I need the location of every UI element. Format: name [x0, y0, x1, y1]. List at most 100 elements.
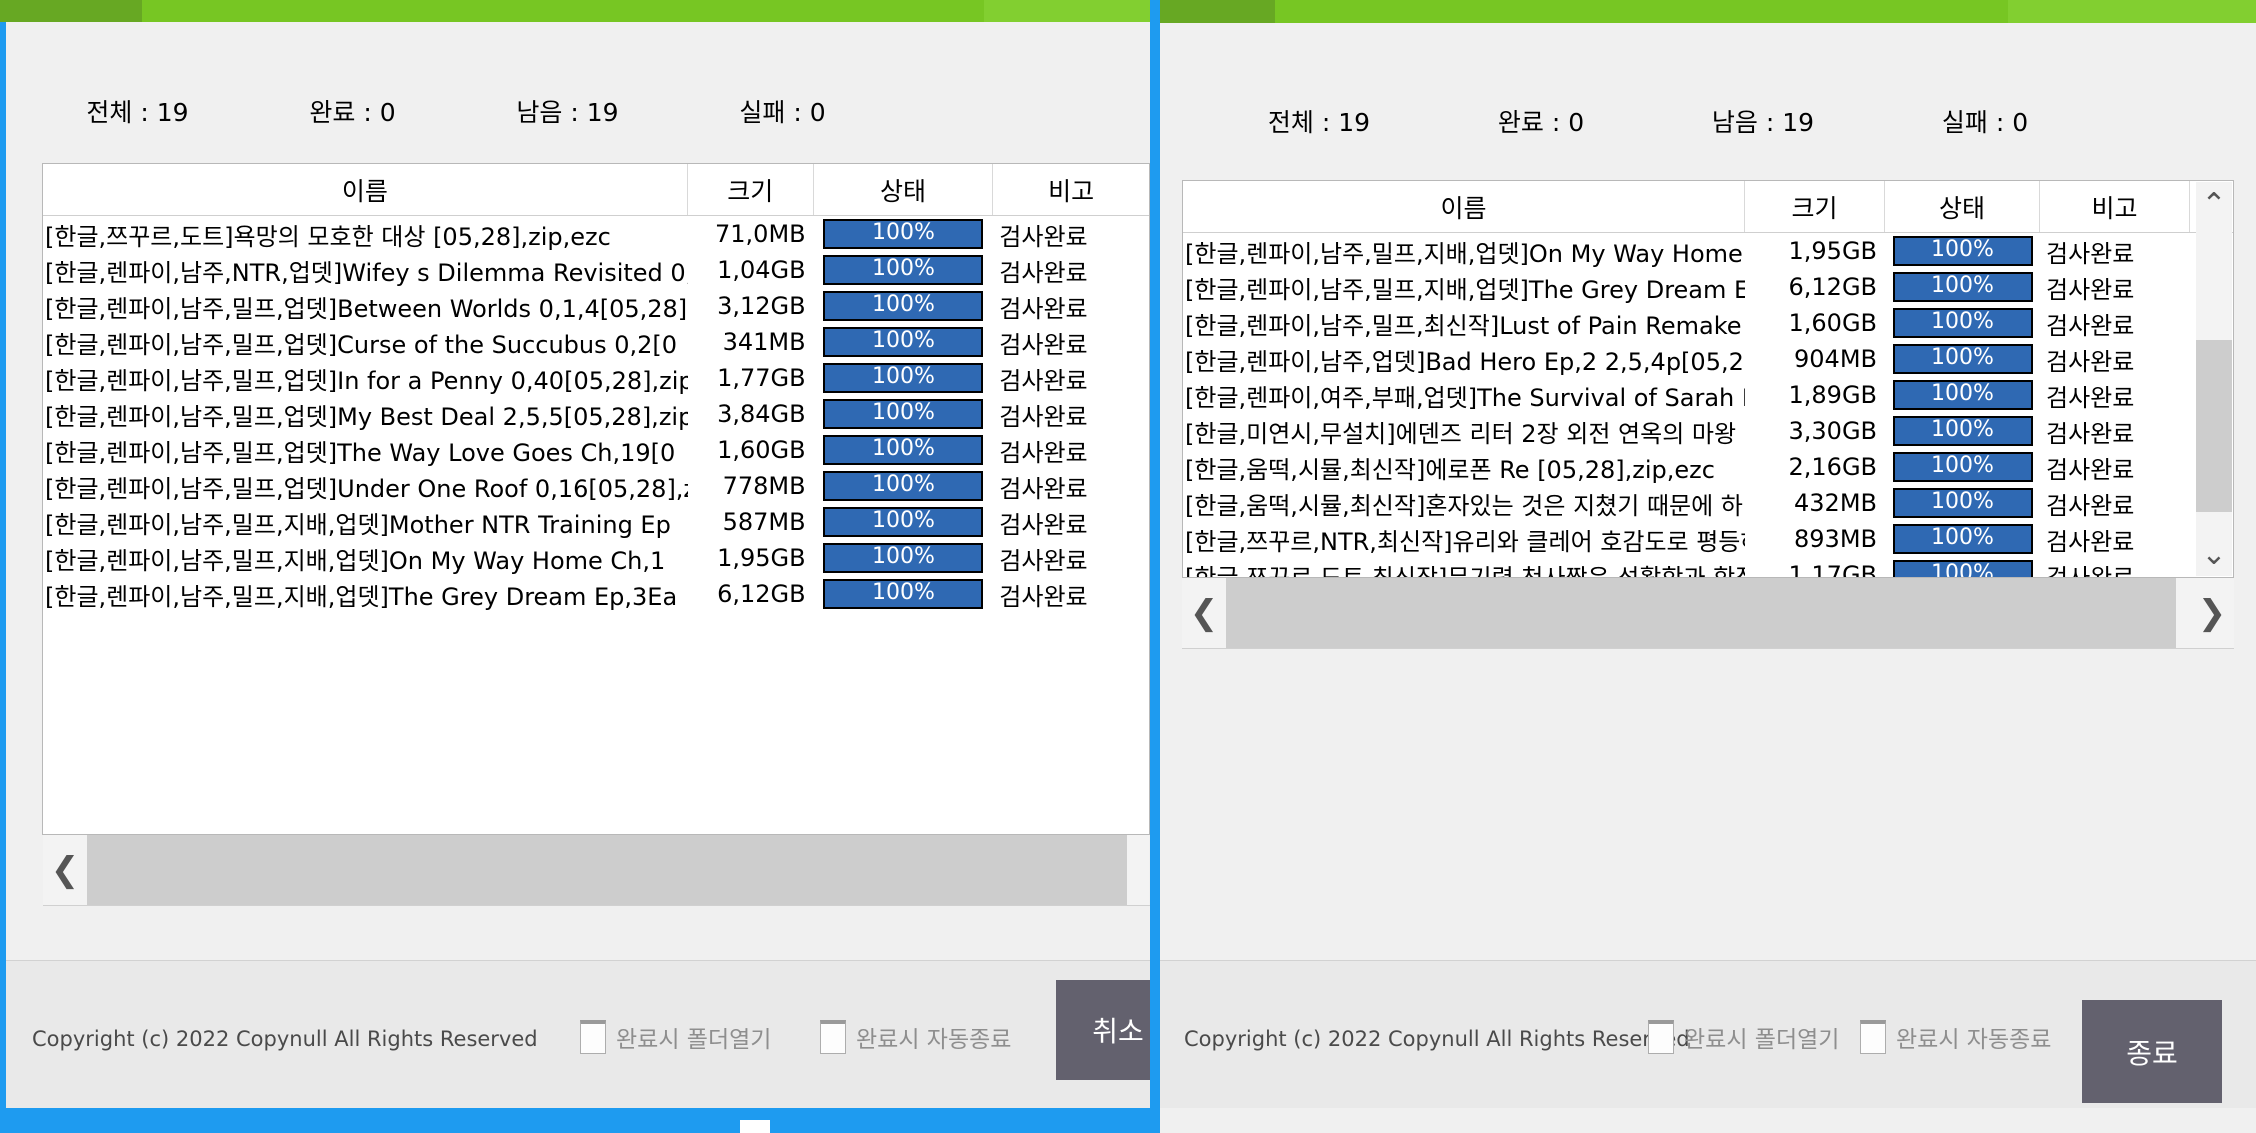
- left-col-header-note[interactable]: 비고: [1048, 176, 1095, 206]
- right-vscroll-thumb[interactable]: [2196, 340, 2232, 512]
- cell-note: 검사완료: [999, 474, 1088, 503]
- cell-status: 100%: [814, 219, 994, 249]
- cell-note: 검사완료: [999, 258, 1088, 287]
- right-checkbox-open-folder-box[interactable]: [1648, 1020, 1674, 1054]
- left-checkbox-auto-close-box[interactable]: [820, 1020, 846, 1054]
- progress-bar: 100%: [823, 543, 984, 573]
- cell-file-size: 587MB: [722, 508, 806, 536]
- right-file-list[interactable]: 이름 크기 상태 비고 [한글,렌파이,남주,밀프,지배,업뎃]On My Wa…: [1182, 180, 2234, 578]
- left-download-window: 전체 : 19 완료 : 0 남음 : 19 실패 : 0 이름 크기 상태 비…: [0, 0, 1160, 1133]
- cell-file-name: [한글,렌파이,남주,밀프,업뎃]Under One Roof 0,16[05,…: [45, 474, 688, 503]
- left-list-bottom-divider: [43, 905, 1150, 906]
- right-list-header: 이름 크기 상태 비고: [1183, 181, 2233, 233]
- table-row[interactable]: [한글,렌파이,남주,밀프,업뎃]The Way Love Goes Ch,19…: [43, 432, 1149, 468]
- cell-file-name: [한글,렌파이,남주,업뎃]Bad Hero Ep,2 2,5,4p[05,28…: [1185, 347, 1745, 376]
- right-checkbox-auto-close-label: 완료시 자동종료: [1896, 1027, 2052, 1053]
- cell-status: 100%: [814, 507, 994, 537]
- left-checkbox-open-folder[interactable]: 완료시 폴더열기: [580, 1020, 771, 1054]
- cell-note: 검사완료: [2046, 311, 2135, 340]
- table-row[interactable]: [한글,렌파이,남주,NTR,업뎃]Wifey s Dilemma Revisi…: [43, 252, 1149, 288]
- cell-status: 100%: [814, 327, 994, 357]
- right-checkbox-auto-close-box[interactable]: [1860, 1020, 1886, 1054]
- cell-file-size: 1,17GB: [1788, 561, 1878, 578]
- table-row[interactable]: [한글,렌파이,남주,밀프,지배,업뎃]The Grey Dream Ep,3E…: [43, 576, 1149, 612]
- progress-percent-label: 100%: [871, 256, 935, 281]
- right-vertical-scrollbar[interactable]: ⌃ ⌄: [2196, 182, 2232, 576]
- left-stat-remaining: 남음 : 19: [516, 98, 619, 127]
- table-row[interactable]: [한글,쯔꾸르,도트]욕망의 모호한 대상 [05,28],zip,ezc 71,…: [43, 216, 1149, 252]
- cell-status: 100%: [1885, 488, 2040, 518]
- right-col-header-note[interactable]: 비고: [2040, 181, 2190, 232]
- cell-note: 검사완료: [2046, 383, 2135, 412]
- progress-bar: 100%: [823, 435, 984, 465]
- table-row[interactable]: [한글,렌파이,남주,밀프,지배,업뎃]On My Way Home Ch,1 1…: [1183, 233, 2233, 269]
- right-hscroll-left-arrow[interactable]: ❮: [1182, 593, 1226, 633]
- left-checkbox-open-folder-box[interactable]: [580, 1020, 606, 1054]
- right-hscroll-track[interactable]: [1226, 578, 2190, 648]
- right-stat-total: 전체 : 19: [1267, 108, 1371, 137]
- cell-file-name: [한글,렌파이,남주,밀프,지배,업뎃]On My Way Home Ch,1: [45, 546, 666, 575]
- right-vscroll-down-arrow[interactable]: ⌄: [2201, 536, 2227, 572]
- cell-note: 검사완료: [2046, 563, 2135, 578]
- cell-file-size: 893MB: [1794, 525, 1877, 553]
- table-row[interactable]: [한글,움떡,시뮬,최신작]에로폰 Re [05,28],zip,ezc 2,16…: [1183, 449, 2233, 485]
- cell-file-name: [한글,쯔꾸르,도트]욕망의 모호한 대상 [05,28],zip,ezc: [45, 222, 611, 251]
- table-row[interactable]: [한글,렌파이,남주,업뎃]Bad Hero Ep,2 2,5,4p[05,28…: [1183, 341, 2233, 377]
- left-col-header-status[interactable]: 상태: [814, 164, 994, 215]
- progress-bar: 100%: [823, 363, 984, 393]
- table-row[interactable]: [한글,렌파이,남주,밀프,업뎃]My Best Deal 2,5,5[05,2…: [43, 396, 1149, 432]
- progress-bar: 100%: [823, 291, 984, 321]
- table-row[interactable]: [한글,렌파이,남주,밀프,업뎃]Under One Roof 0,16[05,…: [43, 468, 1149, 504]
- right-col-header-name[interactable]: 이름: [1183, 181, 1745, 232]
- left-hscroll-left-arrow[interactable]: ❮: [43, 850, 87, 890]
- right-col-header-size[interactable]: 크기: [1745, 181, 1885, 232]
- progress-bar: 100%: [823, 399, 984, 429]
- table-row[interactable]: [한글,움떡,시뮬,최신작]혼자있는 것은 지쳤기 때문에 하렘을 432MB 10…: [1183, 485, 2233, 521]
- left-hscroll-thumb[interactable]: [87, 835, 1127, 905]
- right-horizontal-scrollbar[interactable]: ❮ ❯: [1182, 578, 2234, 648]
- cell-status: 100%: [1885, 344, 2040, 374]
- table-row[interactable]: [한글,미연시,무설치]에덴즈 리터 2장 외전 연옥의 마왕 바르 3,30GB…: [1183, 413, 2233, 449]
- table-row[interactable]: [한글,렌파이,남주,밀프,지배,업뎃]Mother NTR Training …: [43, 504, 1149, 540]
- cell-file-size: 2,16GB: [1788, 453, 1878, 481]
- progress-bar: 100%: [1892, 452, 2033, 482]
- cell-file-name: [한글,렌파이,남주,밀프,업뎃]My Best Deal 2,5,5[05,2…: [45, 402, 688, 431]
- table-row[interactable]: [한글,렌파이,남주,밀프,업뎃]Between Worlds 0,1,4[05…: [43, 288, 1149, 324]
- progress-bar: 100%: [823, 471, 984, 501]
- left-checkbox-auto-close-label: 완료시 자동종료: [856, 1027, 1012, 1053]
- progress-bar: 100%: [1892, 272, 2033, 302]
- cell-file-name: [한글,렌파이,남주,밀프,업뎃]In for a Penny 0,40[05,…: [45, 366, 688, 395]
- left-horizontal-scrollbar[interactable]: ❮: [43, 835, 1149, 905]
- right-hscroll-right-arrow[interactable]: ❯: [2190, 593, 2234, 633]
- right-hscroll-thumb[interactable]: [1226, 578, 2176, 648]
- right-vscroll-track[interactable]: [2196, 226, 2232, 532]
- table-row[interactable]: [한글,쯔꾸르,NTR,최신작]유리와 클레어 호감도로 평등하게 893MB 10…: [1183, 521, 2233, 557]
- left-hscroll-track[interactable]: [87, 835, 1149, 905]
- cell-file-name: [한글,움떡,시뮬,최신작]에로폰 Re [05,28],zip,ezc: [1185, 455, 1715, 484]
- left-window-taskbar-strip-b: [770, 1120, 1160, 1133]
- table-row[interactable]: [한글,쯔꾸르,도트,최신작]무기력 천사짱은 성활학과 학점이 1,17GB 10…: [1183, 557, 2233, 578]
- left-col-header-name[interactable]: 이름: [43, 164, 688, 215]
- table-row[interactable]: [한글,렌파이,남주,밀프,지배,업뎃]On My Way Home Ch,1 1…: [43, 540, 1149, 576]
- right-vscroll-up-arrow[interactable]: ⌃: [2201, 186, 2227, 222]
- table-row[interactable]: [한글,렌파이,남주,밀프,지배,업뎃]The Grey Dream Ep,3E…: [1183, 269, 2233, 305]
- left-checkbox-auto-close[interactable]: 완료시 자동종료: [820, 1020, 1011, 1054]
- left-cancel-button[interactable]: 취소: [1056, 980, 1160, 1080]
- cell-file-size: 1,95GB: [717, 544, 806, 572]
- cell-note: 검사완료: [2046, 455, 2135, 484]
- table-row[interactable]: [한글,렌파이,여주,부패,업뎃]The Survival of Sarah R…: [1183, 377, 2233, 413]
- cell-file-size: 1,60GB: [1788, 309, 1878, 337]
- progress-percent-label: 100%: [1931, 525, 1994, 550]
- right-checkbox-auto-close-group[interactable]: 완료시 자동종료: [1860, 1020, 2051, 1054]
- cell-file-name: [한글,렌파이,남주,NTR,업뎃]Wifey s Dilemma Revisi…: [45, 258, 688, 287]
- table-row[interactable]: [한글,렌파이,남주,밀프,업뎃]Curse of the Succubus 0…: [43, 324, 1149, 360]
- left-col-header-size[interactable]: 크기: [688, 164, 814, 215]
- right-checkbox-open-folder-group[interactable]: 완료시 폴더열기: [1648, 1020, 1839, 1054]
- right-col-header-status[interactable]: 상태: [1885, 181, 2040, 232]
- table-row[interactable]: [한글,렌파이,남주,밀프,최신작]Lust of Pain Remake 0,…: [1183, 305, 2233, 341]
- right-close-button[interactable]: 종료: [2082, 1000, 2222, 1103]
- progress-percent-label: 100%: [871, 220, 935, 245]
- left-file-list[interactable]: 이름 크기 상태 비고 [한글,쯔꾸르,도트]욕망의 모호한 대상 [05,28…: [42, 163, 1150, 835]
- progress-percent-label: 100%: [871, 436, 935, 461]
- table-row[interactable]: [한글,렌파이,남주,밀프,업뎃]In for a Penny 0,40[05,…: [43, 360, 1149, 396]
